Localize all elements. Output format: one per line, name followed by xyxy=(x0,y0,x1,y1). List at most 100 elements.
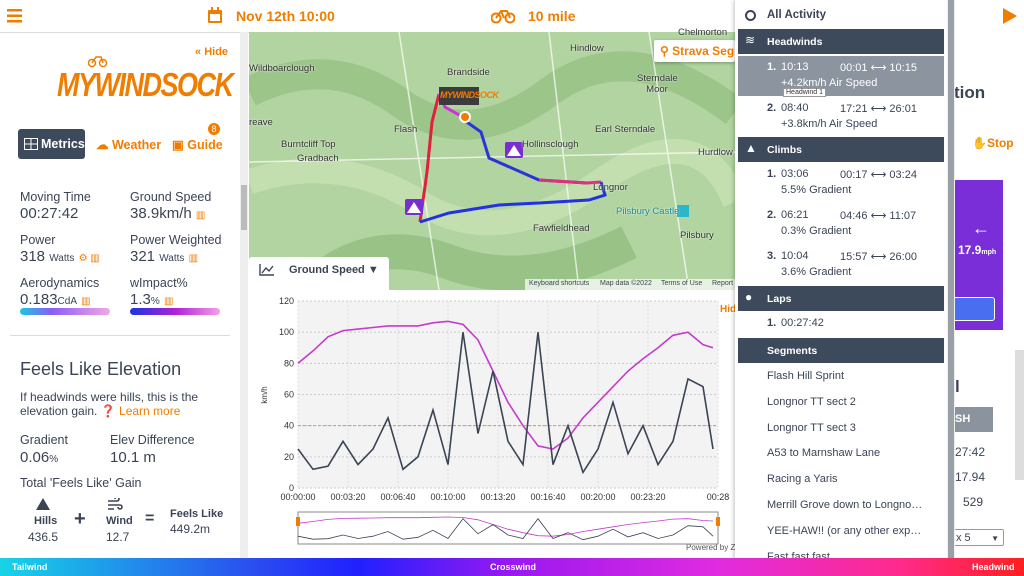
item-number: 1. xyxy=(767,168,777,180)
map-link[interactable]: Keyboard shortcuts xyxy=(529,280,590,287)
metric-label: Power xyxy=(20,233,56,247)
place: Longnor xyxy=(593,182,628,193)
map-link[interactable]: Report xyxy=(712,280,734,287)
list-item[interactable] xyxy=(738,441,944,467)
list-item[interactable] xyxy=(738,364,944,389)
item-time: 06:21 xyxy=(781,209,809,221)
hide-chart[interactable]: Hide xyxy=(720,304,742,315)
list-item[interactable] xyxy=(738,97,944,137)
item-detail: 3.6% Gradient xyxy=(781,266,852,278)
label: Hills xyxy=(34,515,58,527)
unit: % xyxy=(150,296,160,307)
weather-tab[interactable]: ☁ Weather xyxy=(96,138,162,152)
tab-label: Weather xyxy=(111,138,162,152)
place: Fawfieldhead xyxy=(533,223,590,234)
list-item[interactable] xyxy=(738,415,944,441)
stop-button[interactable]: ✋Stop xyxy=(972,136,1014,150)
y-tick-label: 20 xyxy=(284,452,294,462)
list-item[interactable] xyxy=(738,389,944,415)
list-item[interactable] xyxy=(738,312,944,338)
aero-bar xyxy=(20,308,110,315)
unit: % xyxy=(49,454,59,465)
sidebar-scrollbar[interactable] xyxy=(240,32,248,558)
wind-legend-bar xyxy=(0,558,1024,576)
select[interactable]: x 5 ▼ xyxy=(950,529,1004,546)
segment-name: Racing a Yaris xyxy=(767,473,838,486)
label: Wind xyxy=(106,515,133,527)
dropdown-thumb[interactable] xyxy=(948,0,954,576)
equals: = xyxy=(145,510,155,527)
list-item[interactable] xyxy=(738,56,944,96)
place: reave xyxy=(249,117,273,128)
strava-label: ⚲ Strava Segm xyxy=(660,44,745,58)
strava-button[interactable] xyxy=(654,40,735,62)
x-tick-label: 00:13:20 xyxy=(480,492,515,502)
value: 436.5 xyxy=(28,530,59,544)
section-title: Headwinds xyxy=(767,36,823,48)
impact-bar xyxy=(130,308,220,315)
item-number: 1. xyxy=(767,61,777,73)
chart-selector[interactable]: Ground Speed ▼ xyxy=(289,264,379,276)
metric-label: Power Weighted xyxy=(130,233,222,247)
unit: km/h xyxy=(159,205,192,222)
segment-name: Flash Hill Sprint xyxy=(767,370,845,382)
x-tick-label: 00:23:20 xyxy=(630,492,665,502)
metric-value: 318 Watts ⚙ ▥ xyxy=(20,248,100,265)
date[interactable]: Nov 12th 10:00 xyxy=(236,8,335,24)
item-range: 04:46 ⟷ 11:07 xyxy=(840,210,917,222)
navigator-handle xyxy=(296,517,300,526)
item-time: 03:06 xyxy=(781,168,809,180)
section-header xyxy=(738,286,944,311)
map[interactable] xyxy=(249,32,735,290)
learn-more-link[interactable]: Learn more xyxy=(119,404,181,418)
credit: Powered by Z xyxy=(686,543,736,552)
hills-icon xyxy=(36,498,50,510)
item-detail: +3.8km/h Air Speed xyxy=(781,118,878,130)
digit: l xyxy=(955,377,960,396)
scrollbar[interactable] xyxy=(1015,350,1024,480)
section-title: Climbs xyxy=(767,144,803,156)
card-button[interactable] xyxy=(952,297,995,321)
distance[interactable]: 10 mile xyxy=(528,8,576,24)
y-axis-label: km/h xyxy=(260,386,269,403)
bike-icon xyxy=(491,10,515,24)
label: Feels Like xyxy=(170,508,224,520)
segment-name: YEE-HAW!! (or any other exp… xyxy=(767,524,922,537)
list-item[interactable] xyxy=(738,204,944,244)
item-time: 00:27:42 xyxy=(781,317,824,329)
row-value: 27:42 xyxy=(955,445,986,459)
list-item[interactable] xyxy=(738,518,944,544)
guide-tab[interactable]: ▣ Guide xyxy=(172,138,223,152)
section-header xyxy=(738,338,944,363)
list-item[interactable] xyxy=(738,467,944,493)
arrow: ← xyxy=(972,218,990,238)
calendar-icon xyxy=(208,7,222,23)
map-link[interactable]: Terms of Use xyxy=(661,280,703,287)
list-item[interactable] xyxy=(738,163,944,203)
value: 449.2m xyxy=(170,522,211,536)
list-item[interactable] xyxy=(738,493,944,518)
metric-value: 0.183CdA ▥ xyxy=(20,291,91,308)
item-number: 1. xyxy=(767,317,777,329)
item-number: 2. xyxy=(767,209,777,221)
scroll-thumb[interactable] xyxy=(241,185,247,230)
guide-badge: 8 xyxy=(208,123,220,135)
section-icon: ● xyxy=(745,290,753,304)
play-button[interactable] xyxy=(1002,8,1018,24)
item-range: 17:21 ⟷ 26:01 xyxy=(840,103,917,115)
menu-item[interactable]: All Activity xyxy=(767,9,827,21)
label: Elev Difference xyxy=(110,433,195,447)
tab-label: Guide xyxy=(187,138,223,152)
metrics-icon xyxy=(24,138,38,150)
item-detail: 0.3% Gradient xyxy=(781,225,852,237)
text: Strava Segm xyxy=(672,44,745,58)
heading: tion xyxy=(954,83,986,102)
x-tick-label: 00:20:00 xyxy=(580,492,615,502)
navigator-line xyxy=(297,518,714,541)
metric-label: wImpact% xyxy=(130,276,188,290)
hide-button[interactable]: « Hide xyxy=(195,46,229,58)
menu-button[interactable] xyxy=(7,8,23,24)
list-item[interactable] xyxy=(738,245,944,285)
logo: MYWINDSOCK xyxy=(57,66,234,104)
place: Flash xyxy=(394,124,418,135)
